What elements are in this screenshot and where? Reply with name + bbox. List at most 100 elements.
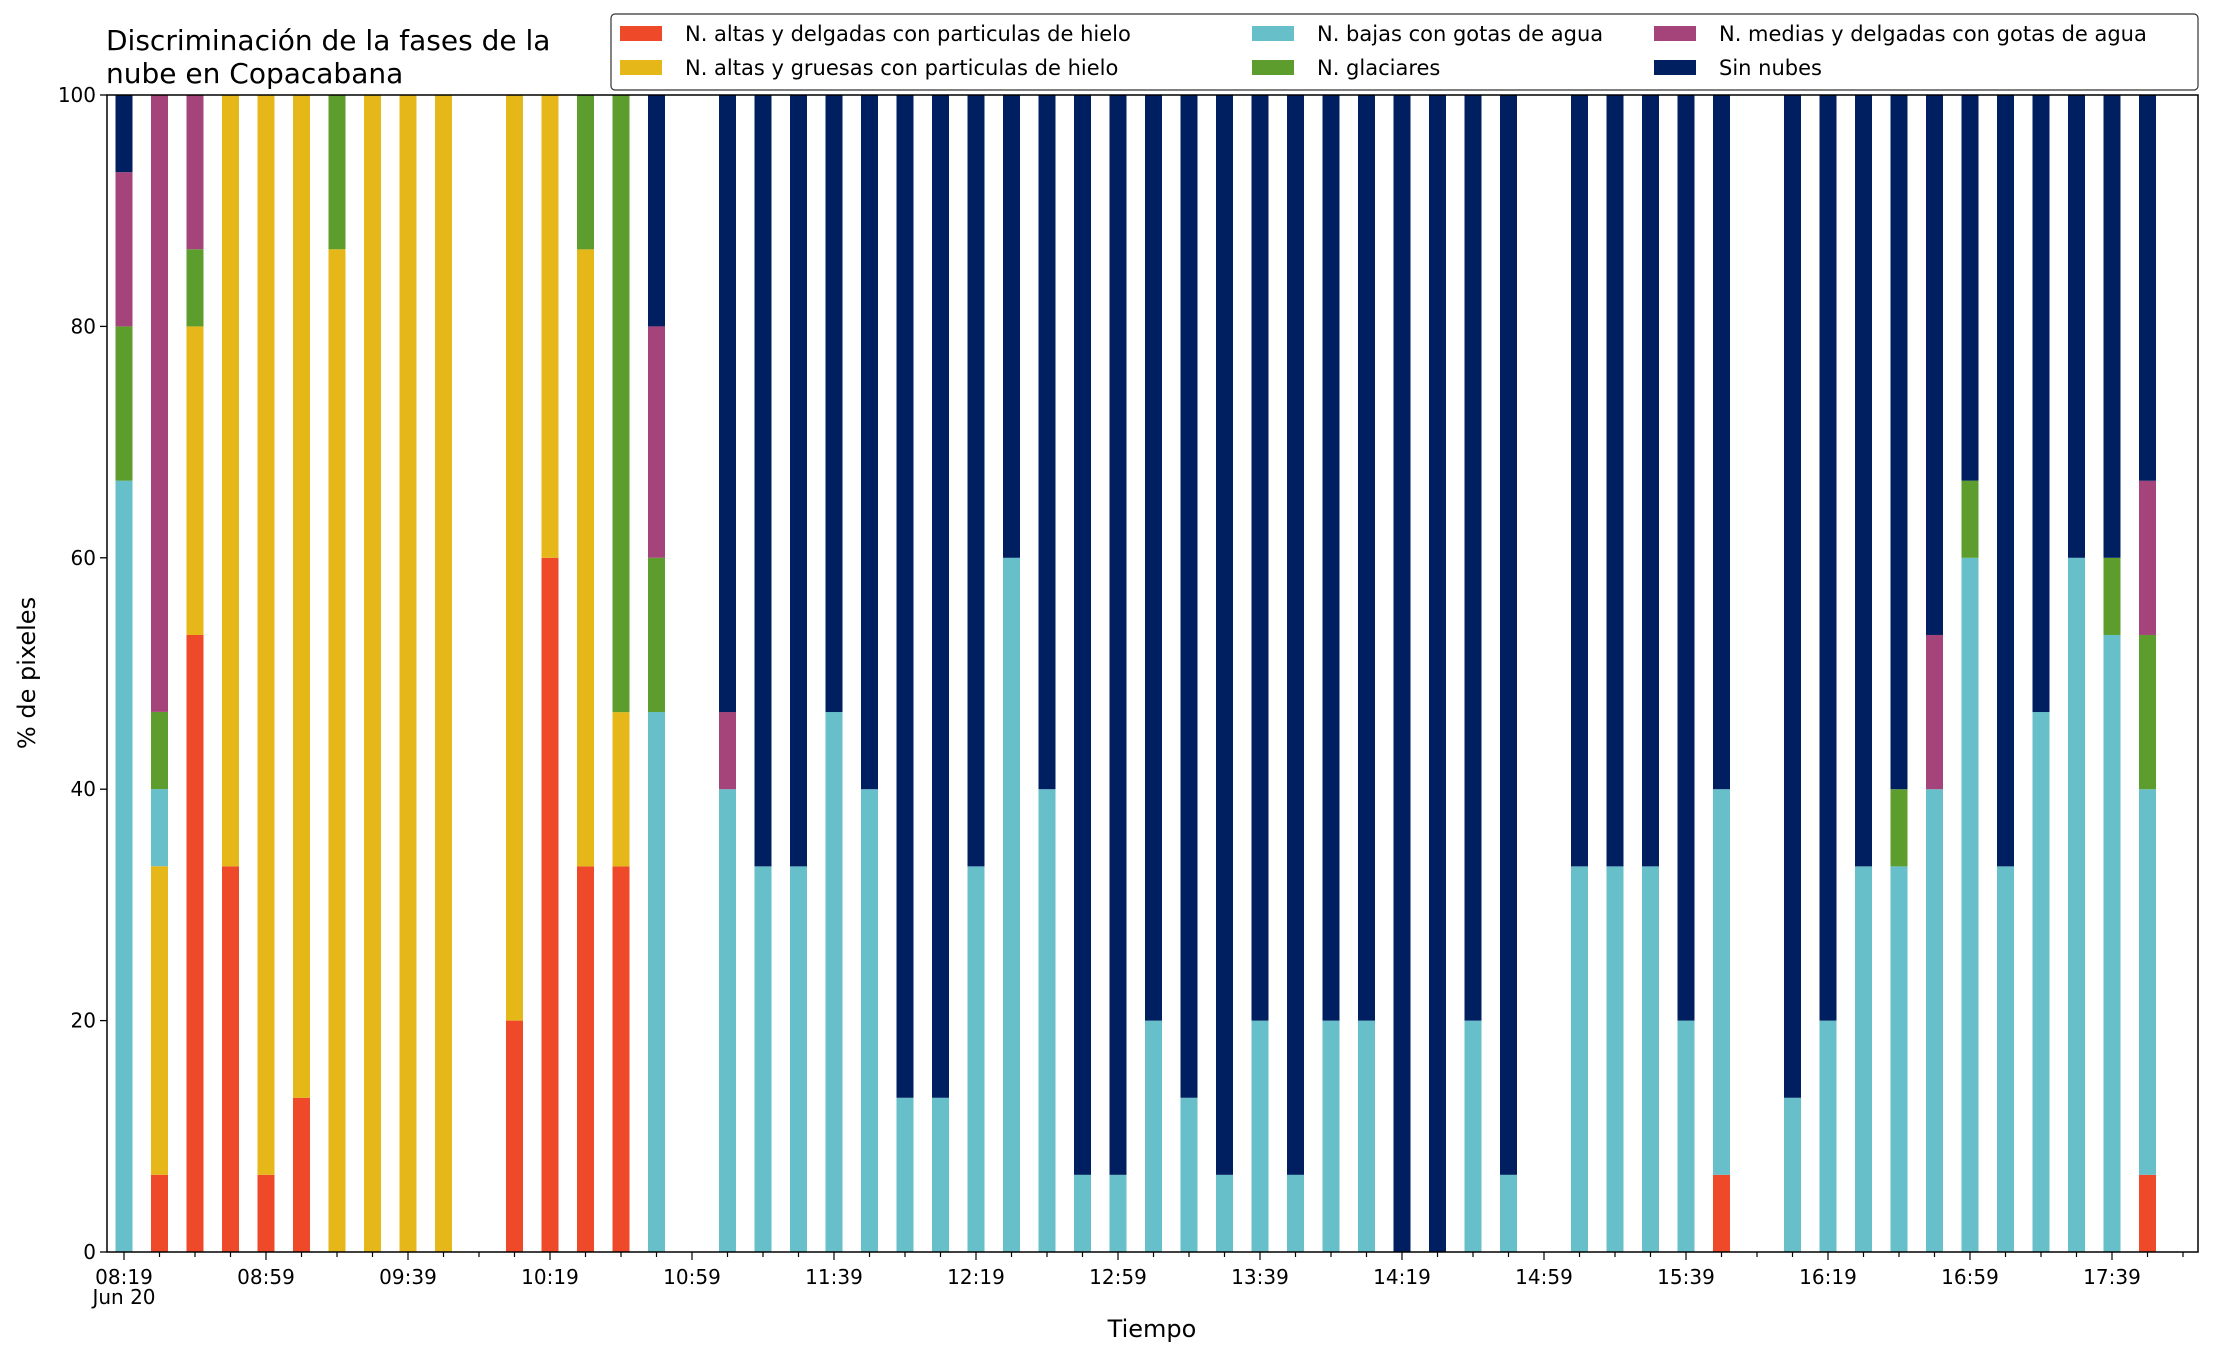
bar-n-altas-y-gruesas-con-particulas-de-hielo-1009 [506,95,523,1021]
bar-sin-nubes-1229 [1003,95,1020,558]
bar-sin-nubes-1109 [719,95,736,713]
legend-label-n-medias-y-delgadas-con-gotas-de-agua: N. medias y delgadas con gotas de agua [1719,22,2147,46]
bar-n-glaciares-0839 [186,249,204,327]
bars-layer [115,95,2156,1253]
x-tick-label: 16:19 [1799,1265,1857,1289]
bar-n-glaciares-1029 [577,95,594,250]
bar-sin-nubes-1209 [932,95,949,1098]
legend-swatch-n-altas-y-delgadas-con-particulas-de-hielo [620,26,662,41]
bar-n-bajas-con-gotas-de-agua-1259 [1109,1174,1127,1252]
bar-n-bajas-con-gotas-de-agua-1629 [1855,866,1872,1252]
bar-n-glaciares-1749 [2139,634,2156,790]
y-tick-label: 0 [83,1240,96,1264]
chart-title-line-1: Discriminación de la fases de la [106,24,550,57]
bar-n-altas-y-delgadas-con-particulas-de-hielo-1019 [541,557,559,1252]
legend-label-sin-nubes: Sin nubes [1719,56,1822,80]
bar-sin-nubes-1429 [1429,95,1446,1252]
bar-sin-nubes-1239 [1038,95,1056,790]
bar-n-altas-y-delgadas-con-particulas-de-hielo-0839 [186,634,204,1252]
bar-n-altas-y-gruesas-con-particulas-de-hielo-1019 [541,95,559,558]
bar-sin-nubes-1319 [1180,95,1198,1098]
bar-sin-nubes-1409 [1358,95,1375,1021]
legend-frame [610,13,2199,91]
bar-sin-nubes-1129 [790,95,807,867]
bar-n-bajas-con-gotas-de-agua-1319 [1180,1097,1198,1252]
bar-sin-nubes-1729 [2068,95,2085,558]
bar-n-bajas-con-gotas-de-agua-1539 [1677,1020,1695,1252]
bar-n-medias-y-delgadas-con-gotas-de-agua-0819 [115,172,133,327]
bar-n-medias-y-delgadas-con-gotas-de-agua-0839 [186,95,204,250]
x-tick-label: 14:59 [1515,1265,1573,1289]
x-tick-label: 10:59 [663,1265,721,1289]
bar-n-bajas-con-gotas-de-agua-1509 [1571,866,1588,1252]
bar-sin-nubes-1549 [1713,95,1730,790]
bar-n-altas-y-gruesas-con-particulas-de-hielo-1029 [577,249,594,867]
bar-n-bajas-con-gotas-de-agua-1149 [861,789,878,1252]
bar-n-bajas-con-gotas-de-agua-1659 [1961,557,1979,1252]
bar-n-bajas-con-gotas-de-agua-1119 [754,866,772,1252]
bar-n-altas-y-delgadas-con-particulas-de-hielo-0909 [293,1097,310,1252]
x-tick-label: 17:39 [2083,1265,2141,1289]
bar-sin-nubes-1139 [825,95,843,713]
bar-n-glaciares-0919 [328,95,346,250]
bar-n-altas-y-gruesas-con-particulas-de-hielo-0919 [328,249,346,1253]
legend-label-n-glaciares: N. glaciares [1317,56,1440,80]
bar-n-bajas-con-gotas-de-agua-1049 [648,712,665,1252]
y-tick-label: 60 [71,546,96,570]
bar-n-glaciares-1039 [612,95,630,713]
bar-n-bajas-con-gotas-de-agua-1439 [1464,1020,1482,1252]
bar-sin-nubes-1349 [1287,95,1304,1175]
bar-n-glaciares-1659 [1961,480,1979,558]
bar-sin-nubes-1529 [1642,95,1659,867]
bar-sin-nubes-1619 [1819,95,1837,1021]
bar-n-bajas-con-gotas-de-agua-1309 [1145,1020,1162,1252]
bar-n-bajas-con-gotas-de-agua-1129 [790,866,807,1252]
bar-n-bajas-con-gotas-de-agua-1349 [1287,1174,1304,1252]
bar-n-altas-y-gruesas-con-particulas-de-hielo-0829 [151,866,168,1175]
x-axis: 08:19 08:59 09:39 10:19 10:59 11:39 12:19 12:59… [95,1252,2184,1289]
bar-n-altas-y-delgadas-con-particulas-de-hielo-0859 [257,1174,275,1252]
y-tick-label: 80 [71,314,96,338]
bar-sin-nubes-1509 [1571,95,1588,867]
bar-n-altas-y-gruesas-con-particulas-de-hielo-0939 [399,95,417,1252]
bar-sin-nubes-1649 [1926,95,1943,635]
bar-n-medias-y-delgadas-con-gotas-de-agua-1649 [1926,634,1943,790]
bar-n-bajas-con-gotas-de-agua-1719 [2032,712,2050,1252]
bar-n-glaciares-0829 [151,711,168,790]
bar-n-bajas-con-gotas-de-agua-1749 [2139,789,2156,1175]
bar-n-altas-y-gruesas-con-particulas-de-hielo-1039 [612,712,630,867]
bar-n-bajas-con-gotas-de-agua-1109 [719,789,736,1252]
bar-sin-nubes-1659 [1961,95,1979,481]
bar-sin-nubes-1219 [967,95,985,867]
bar-n-bajas-con-gotas-de-agua-0829 [151,789,168,867]
bar-n-bajas-con-gotas-de-agua-1619 [1819,1020,1837,1252]
bar-n-medias-y-delgadas-con-gotas-de-agua-1749 [2139,480,2156,635]
bar-n-bajas-con-gotas-de-agua-1449 [1500,1174,1517,1252]
x-tick-label: 09:39 [379,1265,437,1289]
x-tick-label: 10:19 [521,1265,579,1289]
x-tick-label: 08:59 [237,1265,295,1289]
bar-n-glaciares-1639 [1890,789,1908,867]
bar-n-altas-y-delgadas-con-particulas-de-hielo-1549 [1713,1174,1730,1252]
bar-n-bajas-con-gotas-de-agua-1519 [1606,866,1624,1252]
plot-frame [106,94,2199,1253]
legend-swatch-n-glaciares [1252,60,1294,75]
bar-n-bajas-con-gotas-de-agua-1729 [2068,557,2085,1252]
bar-n-altas-y-delgadas-con-particulas-de-hielo-0849 [222,866,239,1252]
legend: N. altas y delgadas con particulas de hi… [610,13,2199,91]
x-tick-label: 13:39 [1231,1265,1289,1289]
bar-n-bajas-con-gotas-de-agua-1329 [1216,1174,1233,1252]
legend-label-n-altas-y-gruesas-con-particulas-de-hielo: N. altas y gruesas con particulas de hie… [685,56,1118,80]
bar-n-altas-y-gruesas-con-particulas-de-hielo-0859 [257,95,275,1175]
bar-sin-nubes-1719 [2032,95,2050,713]
y-tick-label: 40 [71,777,96,801]
bar-sin-nubes-1149 [861,95,878,790]
bar-n-altas-y-delgadas-con-particulas-de-hielo-1039 [612,866,630,1252]
chart-title-line-2: nube en Copacabana [106,57,403,90]
bar-n-altas-y-gruesas-con-particulas-de-hielo-0849 [222,95,239,867]
bar-n-medias-y-delgadas-con-gotas-de-agua-1109 [719,712,736,790]
bar-n-bajas-con-gotas-de-agua-1249 [1074,1174,1091,1252]
bar-n-bajas-con-gotas-de-agua-1139 [825,712,843,1252]
